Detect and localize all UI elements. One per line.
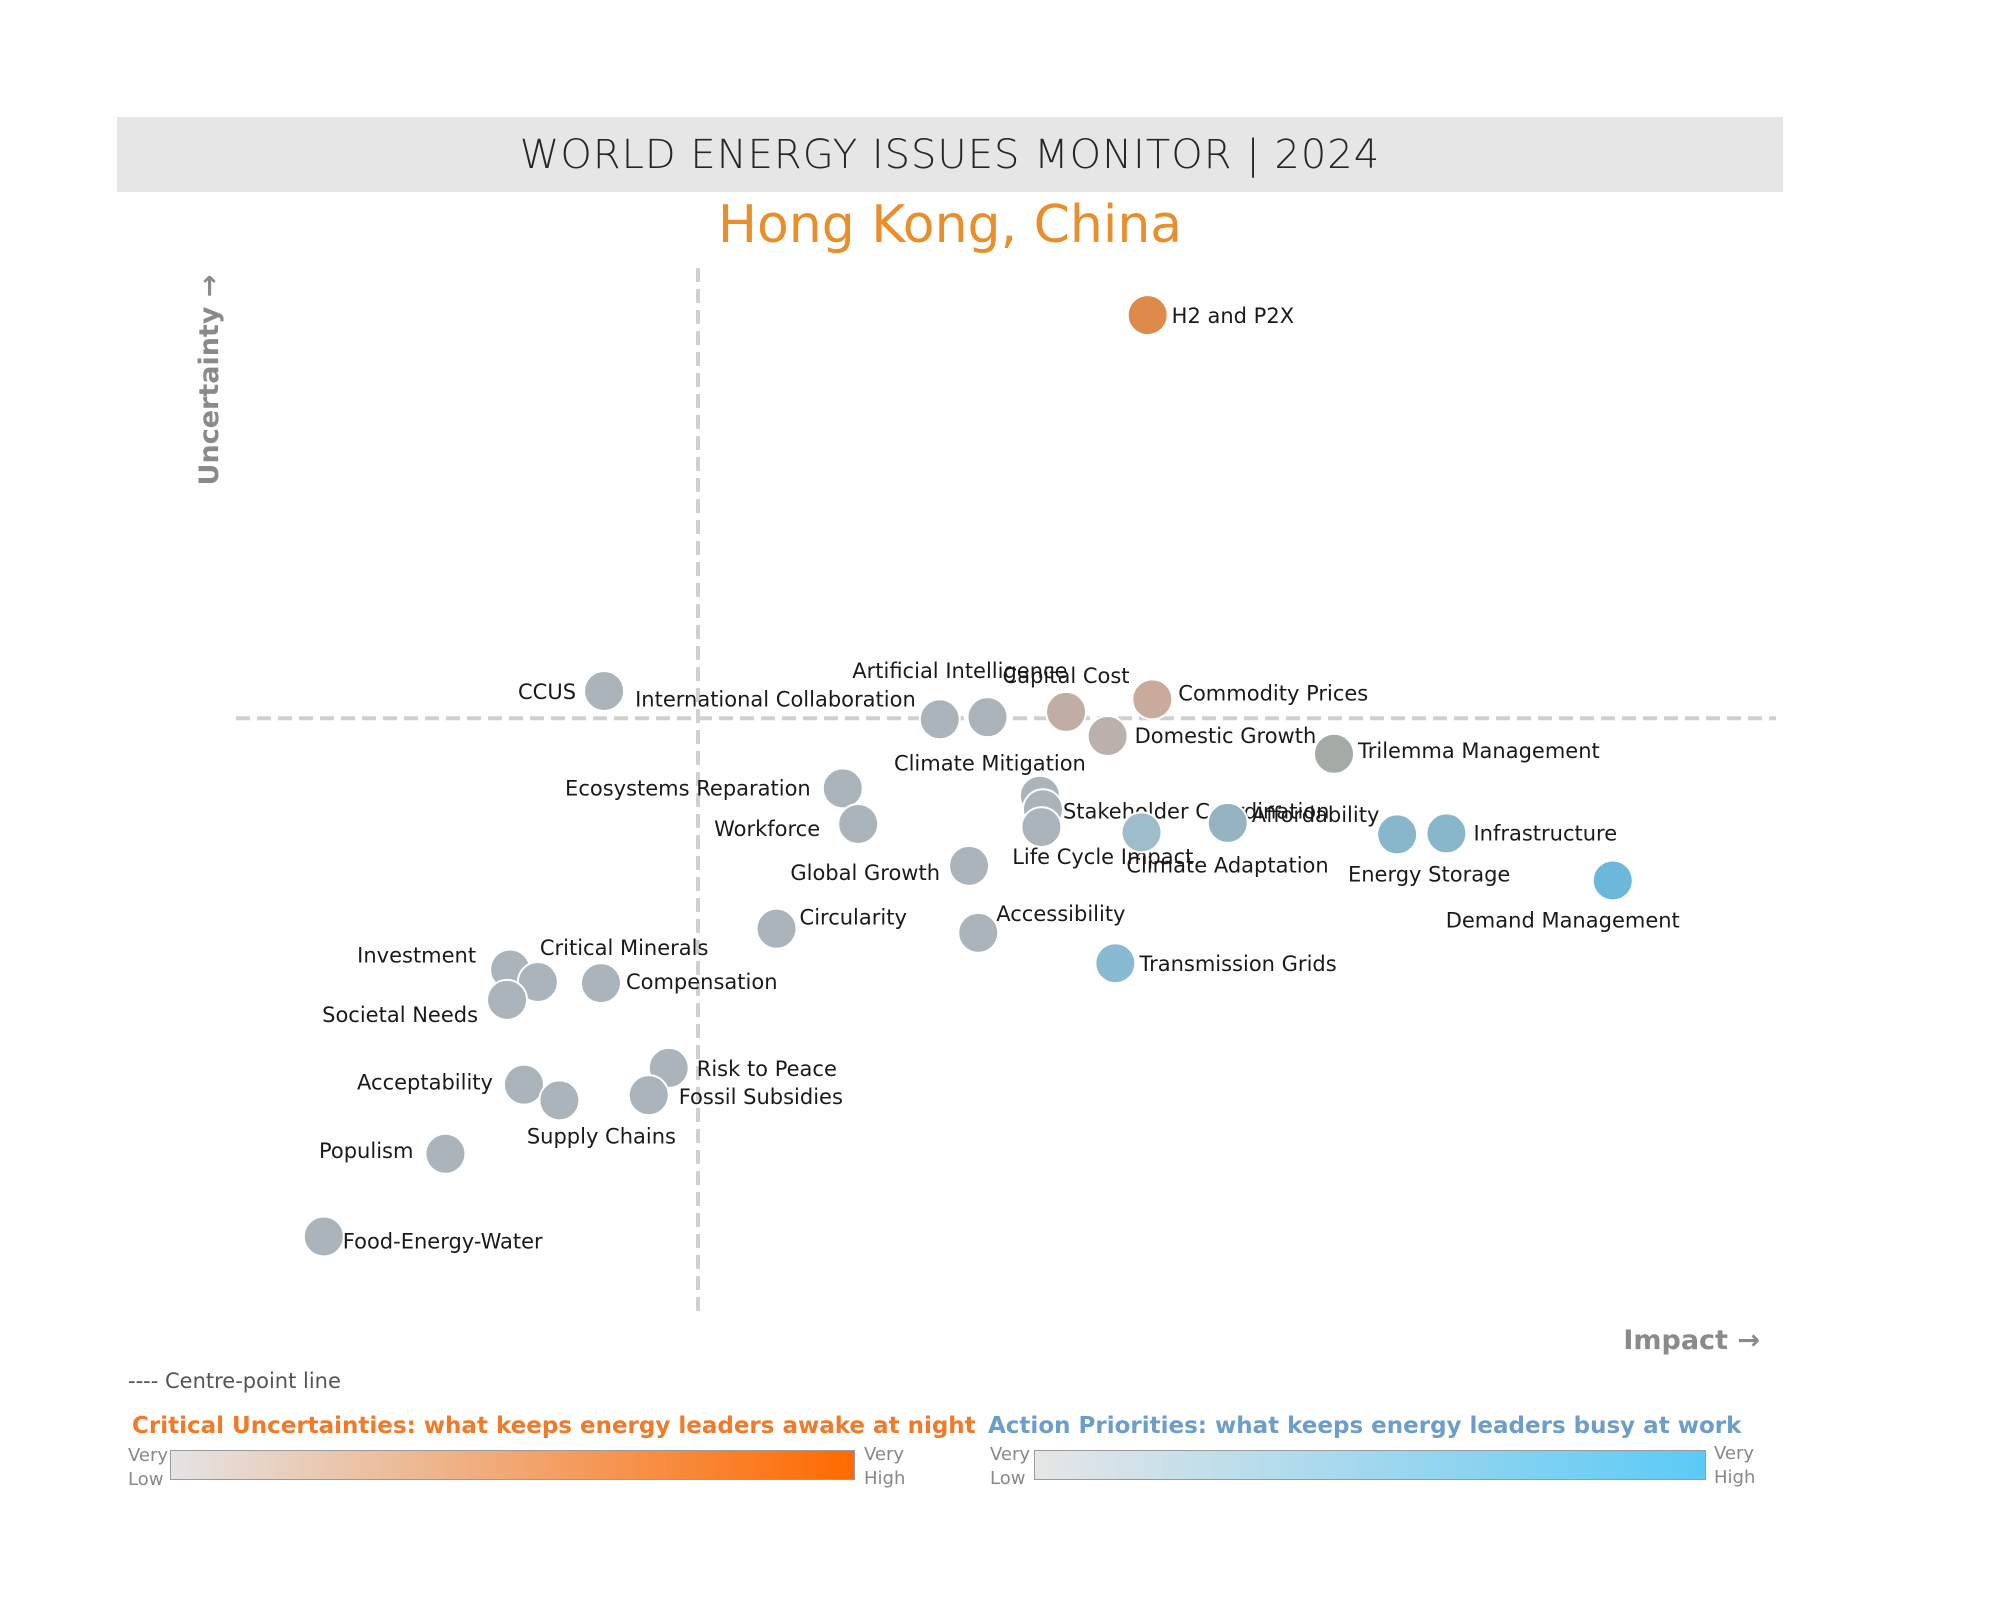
point-label-energy-storage: Energy Storage xyxy=(1348,862,1510,886)
point-workforce[interactable] xyxy=(837,802,880,845)
point-label-societal-needs: Societal Needs xyxy=(322,1003,478,1027)
priority-scale-high: Very High xyxy=(1714,1443,1756,1488)
point-accessibility[interactable] xyxy=(957,911,1000,954)
point-label-risk-to-peace: Risk to Peace xyxy=(697,1057,837,1081)
chart-subtitle: Hong Kong, China xyxy=(717,195,1183,255)
point-label-acceptability: Acceptability xyxy=(357,1071,493,1095)
point-climate-adaptation[interactable] xyxy=(1120,811,1163,854)
point-label-food-energy-water: Food-Energy-Water xyxy=(343,1229,543,1253)
point-h2-and-p2x[interactable] xyxy=(1126,294,1169,337)
point-label-critical-minerals: Critical Minerals xyxy=(540,936,709,960)
uncertainties-legend-title: Critical Uncertainties: what keeps energ… xyxy=(132,1413,976,1439)
point-label-investment: Investment xyxy=(357,943,476,967)
point-label-life-cycle-impact: Life Cycle Impact xyxy=(1012,845,1193,869)
priority-color-scale xyxy=(1034,1450,1706,1480)
point-label-fossil-subsidies: Fossil Subsidies xyxy=(679,1085,843,1109)
point-supply-chains[interactable] xyxy=(538,1079,581,1122)
centre-line-note: ---- Centre-point line xyxy=(128,1369,341,1393)
point-food-energy-water[interactable] xyxy=(302,1215,345,1258)
point-label-climate-adaptation: Climate Adaptation xyxy=(1126,853,1328,877)
point-artificial-intelligence[interactable] xyxy=(966,696,1009,739)
point-label-populism: Populism xyxy=(319,1139,413,1163)
point-domestic-growth[interactable] xyxy=(1086,715,1129,758)
point-label-demand-management: Demand Management xyxy=(1446,908,1680,932)
point-acceptability[interactable] xyxy=(502,1063,545,1106)
uncertainty-scale-low: Very Low xyxy=(128,1445,169,1490)
point-commodity-prices[interactable] xyxy=(1131,678,1174,721)
point-life-cycle-impact[interactable] xyxy=(1020,806,1063,849)
point-label-capital-cost: Capital Cost xyxy=(1003,664,1130,688)
point-label-compensation: Compensation xyxy=(626,970,778,994)
priorities-legend-title: Action Priorities: what keeps energy lea… xyxy=(988,1413,1742,1439)
point-trilemma-management[interactable] xyxy=(1313,732,1356,775)
point-label-h2-and-p2x: H2 and P2X xyxy=(1172,304,1294,328)
point-circularity[interactable] xyxy=(755,907,798,950)
uncertainty-scale-high: Very High xyxy=(864,1444,906,1489)
point-transmission-grids[interactable] xyxy=(1094,942,1137,985)
uncertainty-color-scale xyxy=(170,1450,855,1480)
point-label-circularity: Circularity xyxy=(800,906,907,930)
point-ecosystems-reparation[interactable] xyxy=(821,767,864,810)
point-fossil-subsidies[interactable] xyxy=(627,1074,670,1117)
point-label-affordability: Affordability xyxy=(1252,803,1380,827)
point-global-growth[interactable] xyxy=(948,844,991,887)
priority-scale-low: Very Low xyxy=(990,1444,1031,1489)
x-axis-title: Impact → xyxy=(1623,1325,1760,1356)
point-label-global-growth: Global Growth xyxy=(790,861,940,885)
point-societal-needs[interactable] xyxy=(486,978,529,1021)
point-populism[interactable] xyxy=(424,1132,467,1175)
point-infrastructure[interactable] xyxy=(1425,812,1468,855)
page-title: WORLD ENERGY ISSUES MONITOR | 2024 xyxy=(519,131,1381,178)
point-label-climate-mitigation: Climate Mitigation xyxy=(894,752,1086,776)
point-label-stakeholder-coordination: Stakeholder Coordination xyxy=(1063,799,1330,823)
point-affordability[interactable] xyxy=(1206,801,1249,844)
point-ccus[interactable] xyxy=(583,669,626,712)
point-international-collaboration[interactable] xyxy=(918,698,961,741)
point-label-supply-chains: Supply Chains xyxy=(527,1124,676,1148)
point-label-artificial-intelligence: Artificial Intelligence xyxy=(852,659,1067,683)
point-label-transmission-grids: Transmission Grids xyxy=(1138,952,1336,976)
y-axis-title: Uncertainty → xyxy=(194,275,225,486)
point-label-infrastructure: Infrastructure xyxy=(1473,821,1617,845)
point-capital-cost[interactable] xyxy=(1045,690,1088,733)
point-label-commodity-prices: Commodity Prices xyxy=(1178,681,1368,705)
point-label-accessibility: Accessibility xyxy=(996,902,1125,926)
point-label-workforce: Workforce xyxy=(714,817,820,841)
point-compensation[interactable] xyxy=(579,962,622,1005)
point-demand-management[interactable] xyxy=(1591,859,1634,902)
point-label-trilemma-management: Trilemma Management xyxy=(1357,739,1600,763)
point-label-international-collaboration: International Collaboration xyxy=(635,687,916,711)
point-energy-storage[interactable] xyxy=(1376,813,1419,856)
point-label-ccus: CCUS xyxy=(518,680,576,704)
point-label-domestic-growth: Domestic Growth xyxy=(1135,724,1317,748)
title-bar: WORLD ENERGY ISSUES MONITOR | 2024 xyxy=(117,117,1783,192)
point-label-ecosystems-reparation: Ecosystems Reparation xyxy=(565,776,811,800)
